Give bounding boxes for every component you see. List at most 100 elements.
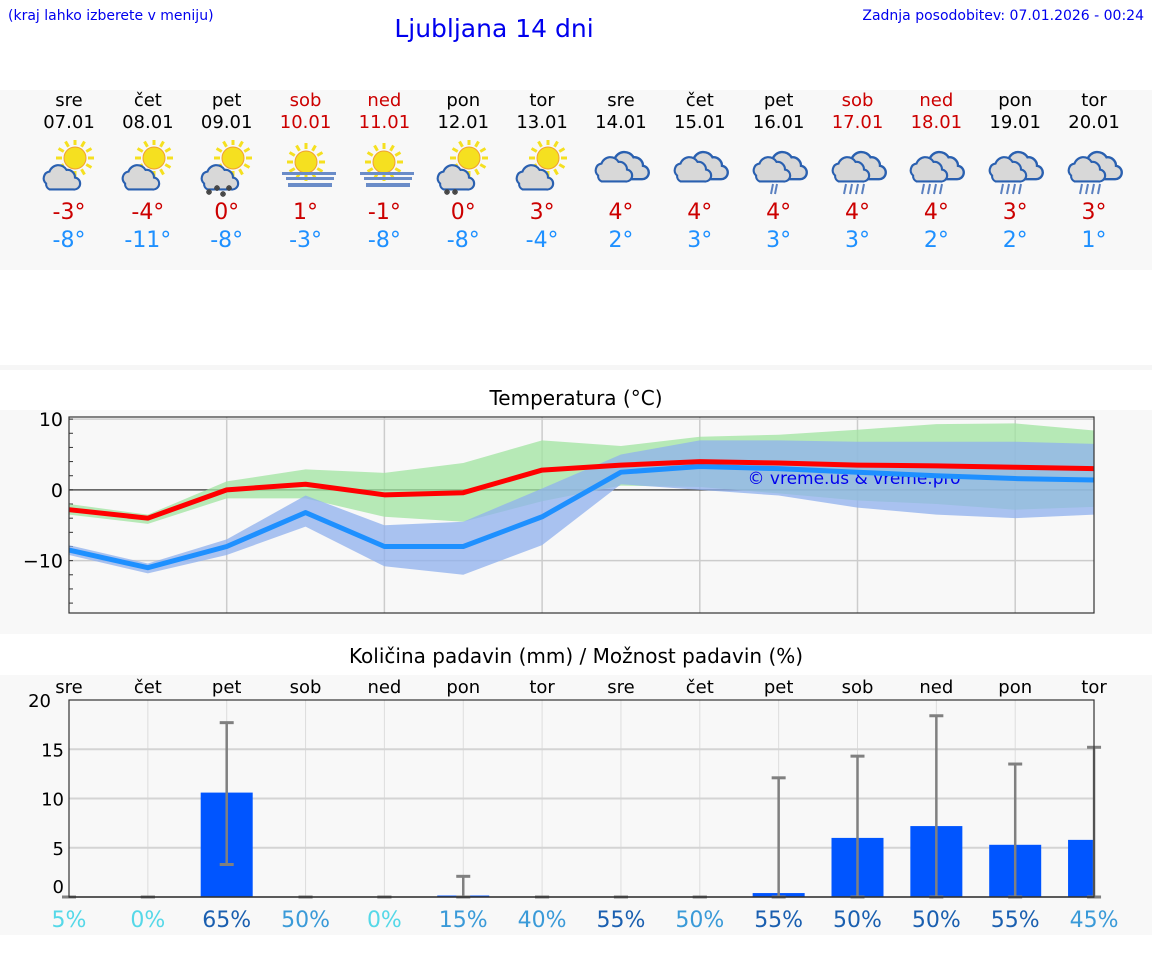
precip-probability: 0% xyxy=(130,908,165,933)
day-date: 14.01 xyxy=(595,112,647,133)
y-tick-label: −10 xyxy=(23,551,63,573)
day-date: 17.01 xyxy=(831,112,884,133)
plot-frame xyxy=(68,416,1095,614)
precipitation-chart: 05101520sre5%čet0%pet65%sob50%ned0%pon15… xyxy=(28,677,1119,933)
x-day-label: ned xyxy=(919,677,953,698)
day-column: sob 17.01 4° 3° xyxy=(818,90,898,253)
temp-max: 0° xyxy=(450,200,476,225)
precip-probability: 50% xyxy=(675,908,724,933)
temp-max: -4° xyxy=(131,200,165,225)
temp-min: -8° xyxy=(367,228,401,253)
precip-probability: 50% xyxy=(833,908,882,933)
temp-max: 1° xyxy=(293,200,319,225)
precip-probability: 45% xyxy=(1070,908,1119,933)
x-day-label: pon xyxy=(998,677,1032,698)
temperature-title: Temperatura (°C) xyxy=(489,386,663,410)
day-date: 15.01 xyxy=(674,112,726,133)
day-name: pet xyxy=(763,90,794,111)
y-tick-label: 20 xyxy=(28,691,51,712)
x-day-label: sob xyxy=(290,677,322,698)
partly-cloudy-icon xyxy=(121,140,173,191)
precip-probability: 55% xyxy=(596,908,645,933)
y-tick-label: 10 xyxy=(41,790,64,811)
day-date: 20.01 xyxy=(1068,112,1120,133)
y-tick-label: 0 xyxy=(51,480,63,502)
temp-max: -3° xyxy=(52,200,86,225)
y-tick-label: 0 xyxy=(53,877,64,898)
x-day-label: pet xyxy=(212,677,242,698)
day-date: 08.01 xyxy=(122,112,174,133)
temp-max: 0° xyxy=(214,200,240,225)
temp-min: -3° xyxy=(289,228,323,253)
temp-min: -8° xyxy=(446,228,480,253)
temp-max: 4° xyxy=(687,200,713,225)
cloudy-icon xyxy=(594,150,650,183)
x-day-label: ned xyxy=(367,677,401,698)
day-date: 11.01 xyxy=(358,112,411,133)
day-column: pet 16.01 4° 3° xyxy=(739,90,819,253)
last-updated: Zadnja posodobitev: 07.01.2026 - 00:24 xyxy=(862,8,1144,24)
day-name: sre xyxy=(55,90,83,111)
daily-forecast: sre 07.01 -3° -8° čet 08.01 -4° -11° pet 09.01… xyxy=(0,90,1152,270)
temp-max: 3° xyxy=(1081,200,1107,225)
day-date: 16.01 xyxy=(752,112,805,133)
day-name: čet xyxy=(133,90,162,111)
day-column: pon 12.01 0° -8° xyxy=(423,90,503,253)
cloudy-rain-icon xyxy=(1067,150,1123,195)
day-date: 13.01 xyxy=(516,112,568,133)
day-name: pon xyxy=(446,90,481,111)
y-tick-label: 10 xyxy=(39,409,63,431)
day-date: 10.01 xyxy=(279,112,332,133)
temp-max: 3° xyxy=(529,200,555,225)
temp-max: 4° xyxy=(923,200,949,225)
day-name: sre xyxy=(607,90,635,111)
partly-cloudy-icon xyxy=(42,140,94,191)
precip-bar xyxy=(1068,839,1095,897)
day-name: tor xyxy=(529,90,555,111)
y-tick-label: 15 xyxy=(41,740,64,761)
precip-probability: 5% xyxy=(52,908,87,933)
day-name: čet xyxy=(685,90,714,111)
precip-probability: 40% xyxy=(518,908,567,933)
day-column: pon 19.01 3° 2° xyxy=(975,90,1055,253)
temp-min: 2° xyxy=(608,228,634,253)
precip-probability: 55% xyxy=(754,908,803,933)
day-date: 07.01 xyxy=(43,112,95,133)
x-day-label: sob xyxy=(842,677,874,698)
x-day-label: sre xyxy=(55,677,82,698)
day-name: sob xyxy=(289,90,322,111)
x-day-label: čet xyxy=(686,677,714,698)
temp-min: 3° xyxy=(766,228,792,253)
cloudy-icon xyxy=(673,150,729,183)
location-hint: (kraj lahko izberete v meniju) xyxy=(8,8,214,24)
x-day-label: pet xyxy=(764,677,794,698)
precip-probability: 0% xyxy=(367,908,402,933)
temp-max: 3° xyxy=(1002,200,1028,225)
x-day-label: sre xyxy=(607,677,634,698)
x-day-label: čet xyxy=(134,677,162,698)
x-day-label: tor xyxy=(1081,677,1107,698)
precip-probability: 50% xyxy=(912,908,961,933)
day-column: ned 11.01 -1° -8° xyxy=(344,90,424,253)
temp-min: 2° xyxy=(1002,228,1028,253)
x-day-label: pon xyxy=(446,677,480,698)
day-date: 18.01 xyxy=(910,112,963,133)
temp-max: -1° xyxy=(367,200,401,225)
partly-cloudy-icon xyxy=(515,140,568,191)
series-max-line xyxy=(68,459,1095,521)
cloudy-rain-icon xyxy=(831,150,887,195)
temp-max: 4° xyxy=(845,200,870,225)
day-name: tor xyxy=(1081,90,1107,111)
day-date: 19.01 xyxy=(989,112,1041,133)
day-name: sob xyxy=(841,90,874,111)
partly-cloudy-light-snow-icon xyxy=(436,140,489,195)
temp-min: 1° xyxy=(1081,228,1107,253)
temp-min: -8° xyxy=(52,228,86,253)
series-min-line xyxy=(68,464,1095,571)
precip-probability: 55% xyxy=(991,908,1040,933)
day-column: tor 13.01 3° -4° xyxy=(502,90,582,253)
temp-min: 3° xyxy=(687,228,713,253)
precip-probability: 50% xyxy=(281,908,330,933)
precip-probability: 65% xyxy=(202,908,251,933)
day-name: ned xyxy=(919,90,954,111)
